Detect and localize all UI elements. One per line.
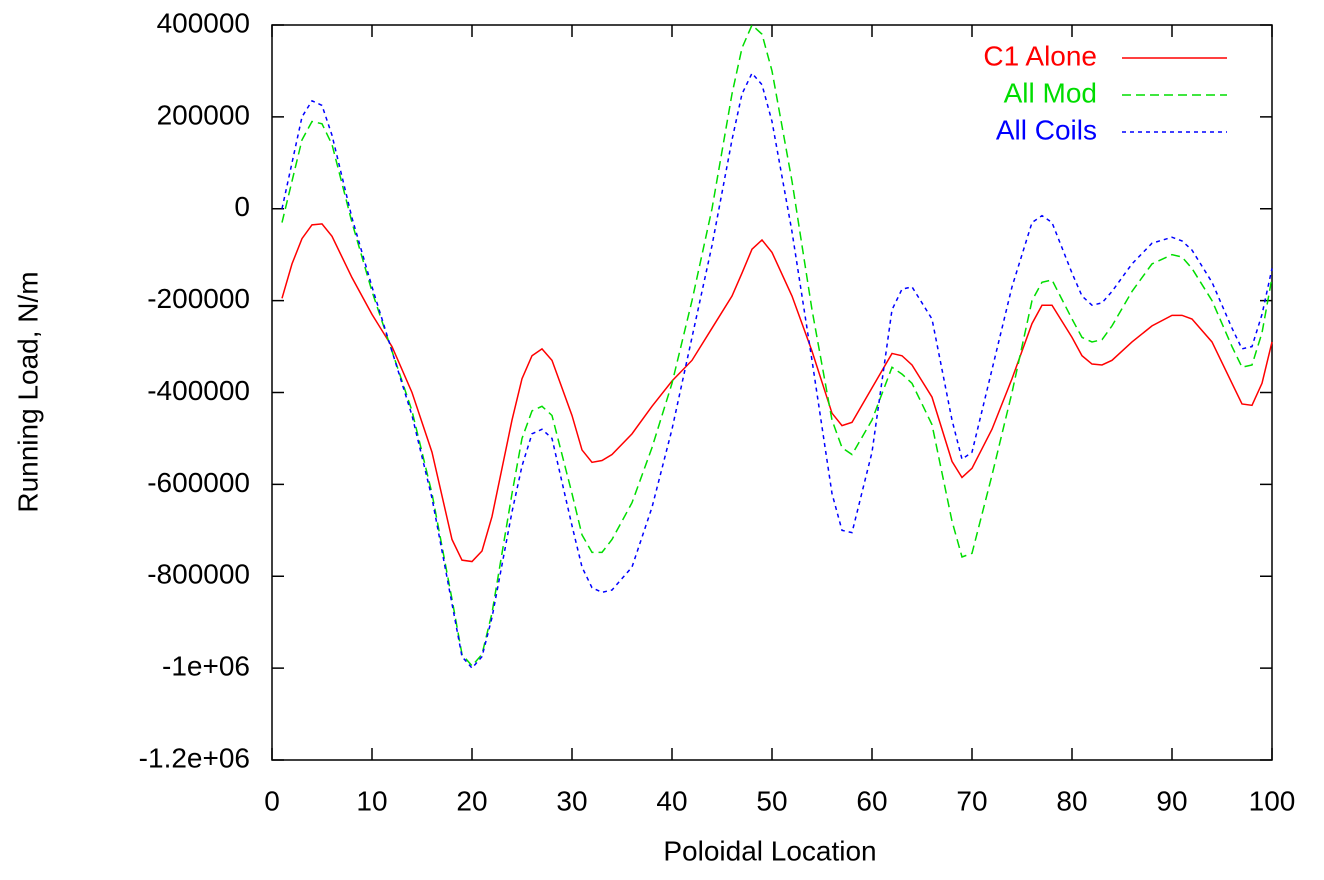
x-tick-label: 90 <box>1156 785 1187 816</box>
legend-label: C1 Alone <box>983 40 1097 71</box>
legend-label: All Coils <box>996 114 1097 145</box>
x-axis-label: Poloidal Location <box>663 835 876 866</box>
y-tick-label: 0 <box>234 191 250 222</box>
y-tick-label: -200000 <box>147 283 250 314</box>
y-tick-label: -1.2e+06 <box>139 742 250 773</box>
x-tick-label: 50 <box>756 785 787 816</box>
y-tick-label: 400000 <box>157 7 250 38</box>
x-tick-label: 80 <box>1056 785 1087 816</box>
series-line <box>281 23 1273 667</box>
series-line <box>281 223 1273 563</box>
x-tick-label: 70 <box>956 785 987 816</box>
x-tick-label: 60 <box>856 785 887 816</box>
plot-border <box>271 24 1273 761</box>
x-tick-label: 100 <box>1249 785 1296 816</box>
legend-label: All Mod <box>1004 77 1097 108</box>
y-tick-label: -600000 <box>147 467 250 498</box>
series-line <box>281 71 1273 670</box>
x-tick-label: 20 <box>456 785 487 816</box>
y-tick-label: -800000 <box>147 559 250 590</box>
x-tick-label: 40 <box>656 785 687 816</box>
y-tick-label: -400000 <box>147 375 250 406</box>
y-tick-label: 200000 <box>157 99 250 130</box>
x-tick-label: 10 <box>356 785 387 816</box>
x-tick-label: 30 <box>556 785 587 816</box>
y-axis-label: Running Load, N/m <box>12 271 43 512</box>
y-tick-label: -1e+06 <box>162 651 250 682</box>
x-tick-label: 0 <box>264 785 280 816</box>
